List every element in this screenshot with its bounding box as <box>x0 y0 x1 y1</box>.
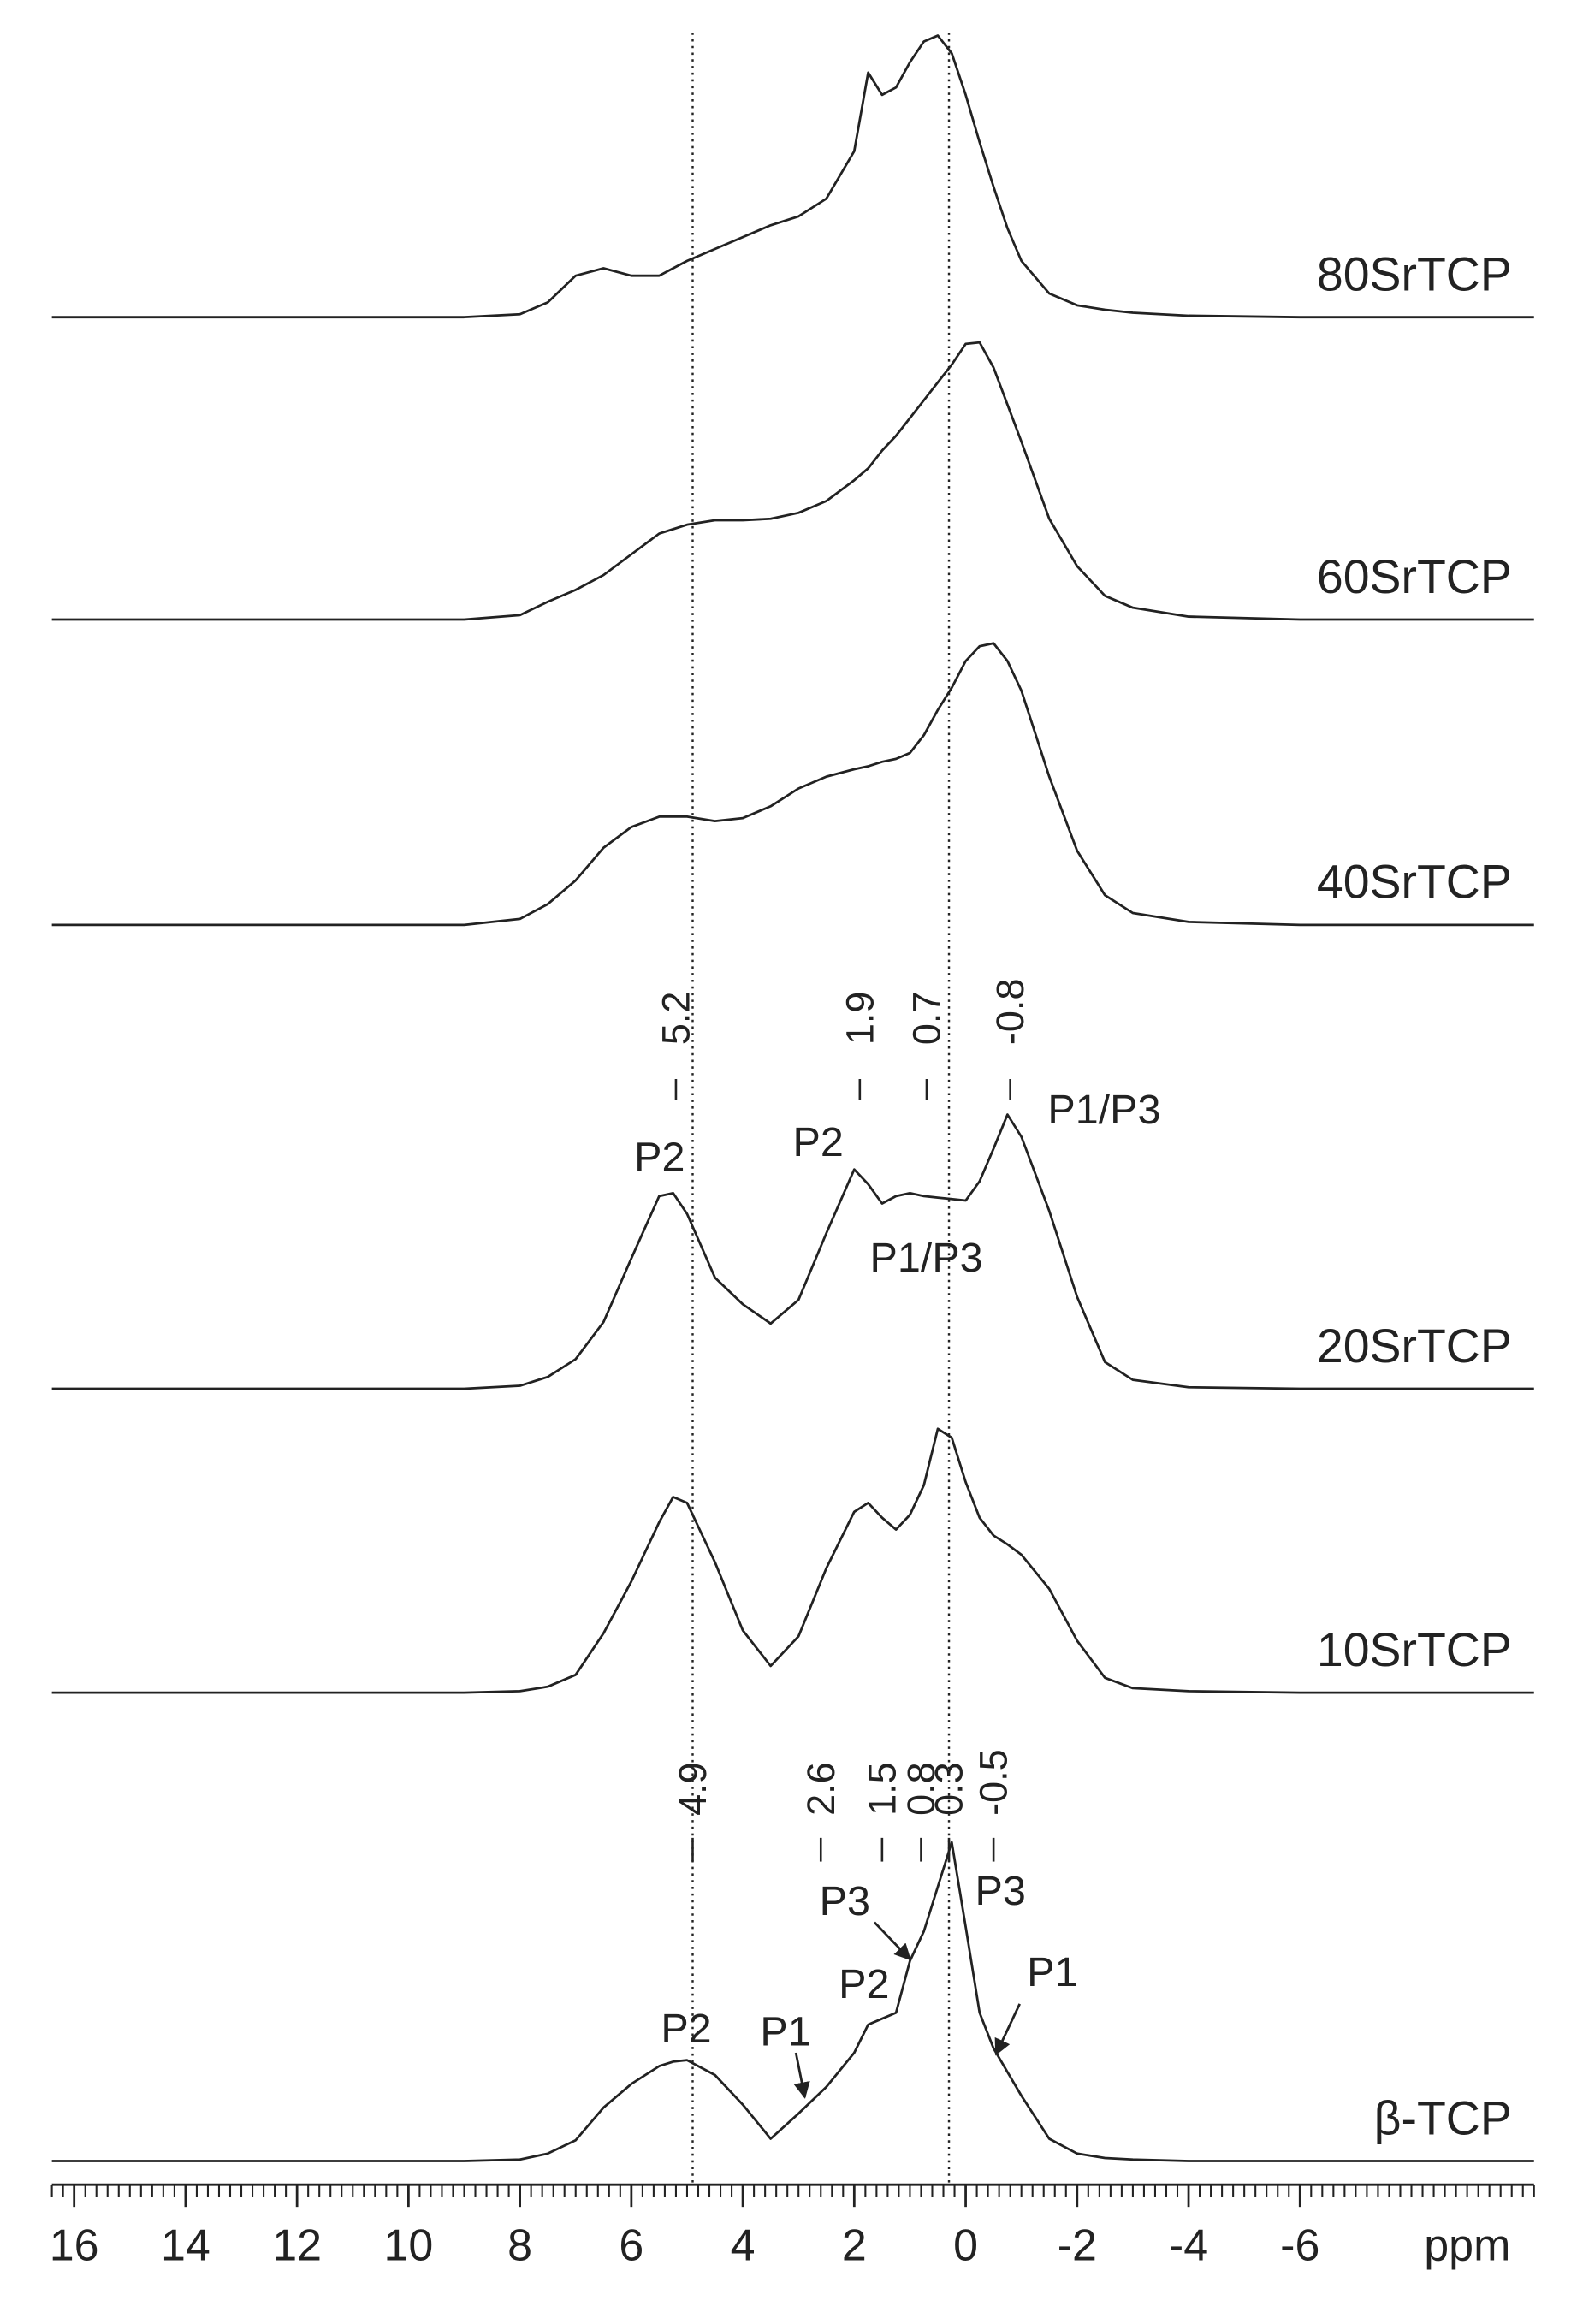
x-tick-label: 2 <box>842 2221 867 2271</box>
x-tick-label: 8 <box>507 2221 532 2271</box>
peak-mark-label: 2.6 <box>799 1762 843 1816</box>
peak-mark-label: -0.8 <box>988 979 1032 1046</box>
peak-label: P3 <box>820 1878 870 1924</box>
arrow <box>873 1921 911 1961</box>
x-tick-label: 14 <box>161 2221 210 2271</box>
spectrum-line <box>51 1427 1534 1694</box>
peak-mark-label: 0.3 <box>928 1762 971 1816</box>
peak-mark-label: 1.5 <box>860 1762 904 1816</box>
series-label: 80SrTCP <box>1317 248 1512 301</box>
peak-label: P1/P3 <box>1047 1087 1160 1133</box>
x-tick-label: 0 <box>953 2221 978 2271</box>
x-tick-label: 10 <box>383 2221 433 2271</box>
series-label: β-TCP <box>1374 2091 1512 2144</box>
x-tick-label: 4 <box>731 2221 756 2271</box>
peak-mark-label: 0.8 <box>899 1762 943 1816</box>
spectrum-line <box>51 642 1534 927</box>
spectrum-line <box>51 1841 1534 2162</box>
peak-label: P1 <box>1027 1949 1077 1995</box>
peak-label: P2 <box>792 1119 843 1165</box>
spectrum-line <box>51 34 1534 319</box>
peak-label: P2 <box>839 1961 889 2007</box>
x-tick-label: 12 <box>272 2221 322 2271</box>
x-tick-label: -2 <box>1058 2221 1097 2271</box>
x-tick-label: -4 <box>1169 2221 1208 2271</box>
arrow <box>994 2003 1021 2056</box>
peak-label: P3 <box>975 1868 1026 1914</box>
series-label: 10SrTCP <box>1317 1623 1512 1676</box>
peak-mark-label: 5.2 <box>655 992 698 1046</box>
series-label: 20SrTCP <box>1317 1319 1512 1372</box>
peak-label: P2 <box>661 2006 711 2052</box>
x-tick-label: -6 <box>1280 2221 1319 2271</box>
series-label: 40SrTCP <box>1317 856 1512 909</box>
x-axis-label: ppm <box>1424 2221 1510 2271</box>
series-label: 60SrTCP <box>1317 550 1512 603</box>
peak-mark-label: 0.7 <box>905 992 949 1046</box>
spectrum-line <box>51 341 1534 621</box>
peak-mark-label: 4.9 <box>671 1762 714 1816</box>
peak-label: P1 <box>760 2008 810 2054</box>
peak-mark-label: -0.5 <box>972 1749 1016 1816</box>
x-tick-label: 6 <box>619 2221 643 2271</box>
peak-mark-label: 1.9 <box>838 992 881 1046</box>
x-tick-label: 16 <box>50 2221 99 2271</box>
arrow <box>793 2052 810 2099</box>
peak-label: P2 <box>634 1134 685 1180</box>
peak-label: P1/P3 <box>870 1235 983 1281</box>
spectrum-line <box>51 1113 1534 1390</box>
